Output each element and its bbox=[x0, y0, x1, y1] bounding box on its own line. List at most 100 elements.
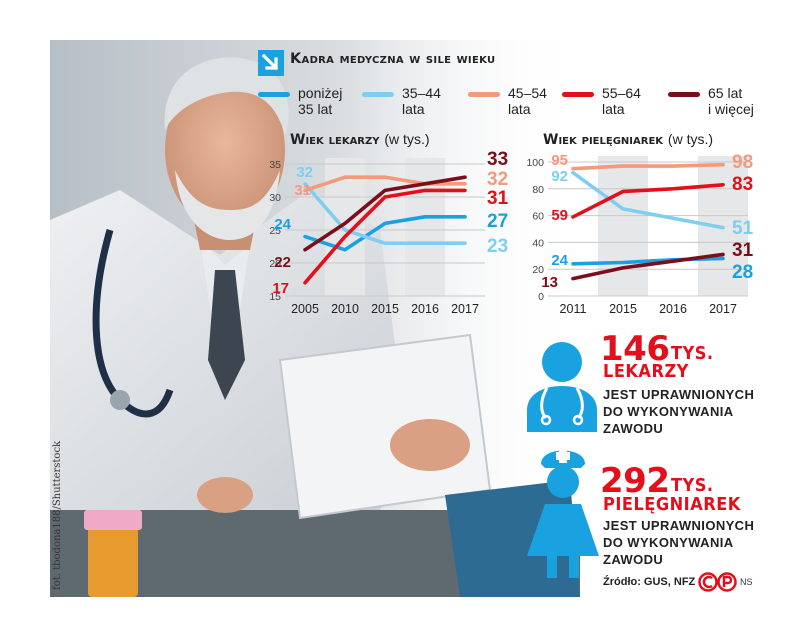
infographic-title: Kadra medyczna w sile wieku bbox=[290, 51, 496, 67]
y-tick-label: 30 bbox=[269, 192, 281, 204]
legend-swatch bbox=[668, 92, 700, 97]
start-value-label: 59 bbox=[551, 207, 568, 224]
y-tick-label: 60 bbox=[532, 211, 544, 223]
publisher-logo-icon bbox=[698, 572, 737, 592]
doctors-count-unit: tys. bbox=[671, 343, 714, 364]
end-value-label: 28 bbox=[732, 262, 753, 283]
doctors-label: lekarzy bbox=[603, 361, 689, 382]
end-value-label: 33 bbox=[487, 150, 508, 170]
start-value-label: 32 bbox=[296, 164, 313, 181]
doctors-desc-line2: do wykonywania bbox=[603, 404, 734, 419]
start-value-label: 24 bbox=[551, 252, 568, 269]
end-value-label: 23 bbox=[487, 236, 508, 257]
x-tick-label: 2016 bbox=[659, 302, 687, 316]
legend-label-line1: 65 lat bbox=[708, 85, 743, 101]
nurses-description: jest uprawnionych do wykonywania zawodu bbox=[603, 517, 754, 568]
series-line-s2 bbox=[571, 170, 725, 230]
start-value-label: 17 bbox=[272, 280, 289, 297]
end-value-label: 31 bbox=[487, 188, 509, 209]
y-tick-label: 15 bbox=[269, 291, 281, 303]
chart-title-nurses-text: Wiek pielęgniarek bbox=[543, 132, 664, 148]
nurses-count: 292 bbox=[600, 461, 670, 501]
start-value-label: 31 bbox=[294, 182, 311, 199]
chart-unit-doctors: (w tys.) bbox=[384, 131, 430, 147]
end-value-label: 51 bbox=[732, 218, 754, 239]
start-value-label: 95 bbox=[551, 152, 568, 169]
start-value-label: 22 bbox=[274, 254, 291, 271]
legend-label: 35–44 lata bbox=[402, 85, 441, 117]
doctors-desc-line3: zawodu bbox=[603, 421, 664, 436]
legend-label: poniżej 35 lat bbox=[298, 85, 342, 117]
legend-label-line1: 35–44 bbox=[402, 85, 441, 101]
doctors-description: jest uprawnionych do wykonywania zawodu bbox=[603, 386, 754, 437]
nurses-count-unit: tys. bbox=[671, 475, 714, 496]
y-tick-label: 35 bbox=[269, 159, 281, 171]
end-value-label: 27 bbox=[487, 211, 508, 232]
legend-swatch bbox=[562, 92, 594, 97]
series-line-s5 bbox=[303, 175, 467, 252]
legend-label-line1: 55–64 bbox=[602, 85, 641, 101]
y-tick-label: 40 bbox=[532, 237, 544, 249]
legend-label-line1: 45–54 bbox=[508, 85, 547, 101]
nurses-count-number: 292 bbox=[600, 461, 670, 501]
photo-credit: fot. tbodona188/Shutterstock bbox=[52, 440, 63, 590]
x-tick-label: 2015 bbox=[371, 302, 399, 316]
x-tick-label: 2016 bbox=[411, 302, 439, 316]
chart-title-nurses: Wiek pielęgniarek (w tys.) bbox=[543, 131, 713, 148]
publisher-logo-text: NS bbox=[740, 577, 753, 587]
end-value-label: 98 bbox=[732, 152, 753, 173]
doctor-photo bbox=[50, 40, 580, 597]
start-value-label: 24 bbox=[274, 216, 291, 233]
legend-swatch bbox=[258, 92, 290, 97]
start-value-label: 13 bbox=[541, 274, 558, 291]
legend-label: 55–64 lata bbox=[602, 85, 641, 117]
x-tick-label: 2011 bbox=[560, 302, 587, 316]
legend-swatch bbox=[362, 92, 394, 97]
nurses-desc-line3: zawodu bbox=[603, 552, 664, 567]
x-tick-label: 2010 bbox=[331, 302, 359, 316]
legend-swatch bbox=[468, 92, 500, 97]
legend-label-line2: lata bbox=[508, 101, 531, 117]
x-tick-label: 2015 bbox=[609, 302, 637, 316]
x-tick-label: 2017 bbox=[451, 302, 479, 316]
x-tick-label: 2017 bbox=[709, 302, 737, 316]
column-band bbox=[405, 158, 445, 296]
nurses-age-chart: 0 20 40 60 80 100 2011 2015 2016 2017 24 28 92 51 95 98… bbox=[526, 152, 754, 316]
series-line-s1 bbox=[303, 215, 467, 252]
column-band bbox=[598, 156, 648, 296]
legend-label-line1: poniżej bbox=[298, 85, 343, 101]
y-tick-label: 20 bbox=[532, 264, 544, 276]
x-tick-label: 2005 bbox=[291, 302, 319, 316]
doctors-age-chart: 15 20 25 30 35 2005 2010 2015 2016 2017 24 27 32 23 31… bbox=[269, 150, 509, 316]
chart-title-doctors-text: Wiek lekarzy bbox=[290, 132, 380, 148]
y-tick-label: 100 bbox=[526, 157, 544, 169]
end-value-label: 32 bbox=[487, 169, 508, 190]
legend-label-line2: lata bbox=[602, 101, 625, 117]
series-line-s2 bbox=[303, 181, 467, 245]
nurses-desc-line1: jest uprawnionych bbox=[603, 518, 755, 533]
legend-label-line2: 35 lat bbox=[298, 101, 333, 117]
series-line-s4 bbox=[571, 182, 725, 219]
arrow-down-right-icon bbox=[258, 50, 284, 76]
y-tick-label: 25 bbox=[269, 225, 281, 237]
start-value-label: 92 bbox=[551, 168, 568, 185]
y-tick-label: 0 bbox=[538, 291, 544, 303]
series-line-s4 bbox=[303, 188, 467, 285]
doctors-count: 146 bbox=[600, 329, 670, 369]
nurse-icon bbox=[527, 449, 599, 578]
nurses-label: pielęgniarek bbox=[603, 494, 741, 515]
end-value-label: 83 bbox=[732, 174, 753, 195]
y-tick-label: 20 bbox=[269, 258, 281, 270]
chart-unit-nurses: (w tys.) bbox=[667, 131, 714, 147]
legend-label: 65 lat i więcej bbox=[708, 85, 754, 117]
series-line-s5 bbox=[571, 252, 725, 281]
legend-label-line2: i więcej bbox=[708, 101, 754, 117]
end-value-label: 31 bbox=[732, 240, 754, 261]
nurses-desc-line2: do wykonywania bbox=[603, 535, 734, 550]
chart-title-doctors: Wiek lekarzy (w tys.) bbox=[290, 131, 430, 148]
legend-label: 45–54 lata bbox=[508, 85, 547, 117]
source-note: Źródło: GUS, NFZ bbox=[603, 576, 696, 588]
doctor-icon bbox=[527, 342, 597, 432]
doctors-count-number: 146 bbox=[600, 329, 670, 369]
